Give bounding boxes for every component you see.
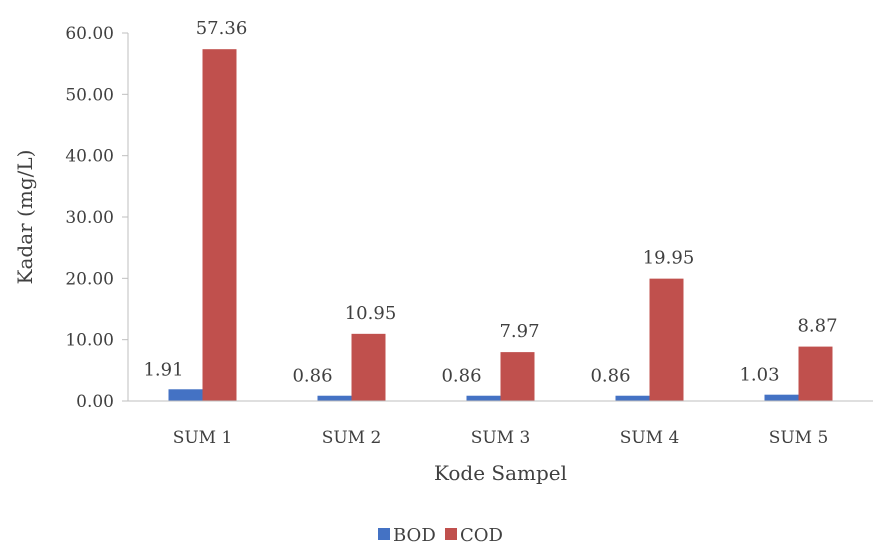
data-label: 10.95	[345, 303, 397, 324]
y-tick-label: 0.00	[76, 392, 114, 412]
y-tick-label: 50.00	[65, 85, 114, 105]
bar-cod	[202, 49, 237, 401]
y-axis-title: Kadar (mg/L)	[13, 150, 37, 285]
x-axis-ticks: SUM 1 SUM 2 SUM 3 SUM 4 SUM 5	[173, 428, 829, 448]
bar-bod	[615, 395, 650, 401]
bar-bod	[764, 394, 799, 401]
y-tick-label: 40.00	[65, 147, 114, 167]
legend: BOD COD	[378, 525, 503, 546]
y-axis-ticks: 0.00 10.00 20.00 30.00 40.00 50.00 60.00	[65, 24, 128, 412]
y-tick-label: 60.00	[65, 24, 114, 44]
bar-cod	[500, 352, 535, 401]
bars	[168, 49, 833, 401]
bar-bod	[466, 395, 501, 401]
y-tick-label: 30.00	[65, 208, 114, 228]
bar-cod	[798, 346, 833, 401]
data-label: 19.95	[643, 248, 695, 269]
x-tick-label: SUM 4	[620, 428, 680, 448]
x-tick-label: SUM 1	[173, 428, 233, 448]
x-tick-label: SUM 3	[471, 428, 531, 448]
legend-swatch-bod	[378, 528, 390, 540]
data-label: 0.86	[292, 366, 332, 387]
data-label: 57.36	[196, 18, 248, 39]
y-tick-label: 20.00	[65, 269, 114, 289]
data-label: 1.03	[739, 365, 779, 386]
data-label: 0.86	[441, 366, 481, 387]
legend-label-bod: BOD	[393, 525, 436, 546]
x-tick-label: SUM 5	[769, 428, 829, 448]
bar-bod	[168, 389, 203, 401]
bar-bod	[317, 395, 352, 401]
x-axis-title: Kode Sampel	[434, 461, 567, 485]
y-tick-label: 10.00	[65, 331, 114, 351]
data-label: 1.91	[143, 359, 183, 380]
data-label: 7.97	[499, 321, 539, 342]
bar-cod	[649, 278, 684, 401]
bar-cod	[351, 333, 386, 401]
x-tick-label: SUM 2	[322, 428, 382, 448]
data-label: 8.87	[797, 316, 837, 337]
legend-label-cod: COD	[460, 525, 503, 546]
data-label: 0.86	[590, 366, 630, 387]
data-labels: 1.91 57.36 0.86 10.95 0.86 7.97 0.86 19.95 1.03 8…	[143, 18, 837, 387]
legend-swatch-cod	[445, 528, 457, 540]
